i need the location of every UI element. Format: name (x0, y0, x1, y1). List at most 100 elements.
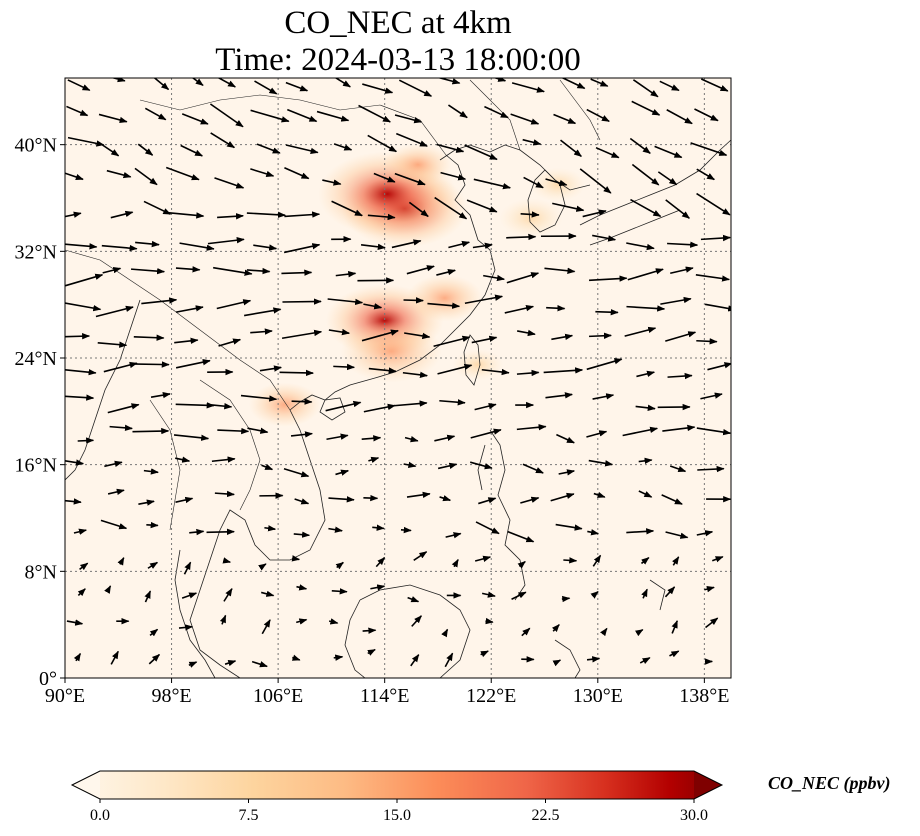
wind-arrow (183, 561, 192, 575)
wind-arrow (256, 143, 281, 154)
wind-arrow (470, 428, 502, 439)
wind-arrow (394, 172, 426, 186)
wind-arrow (631, 100, 661, 116)
wind-arrow (660, 296, 692, 305)
wind-arrow (224, 660, 237, 667)
wind-arrow (635, 404, 656, 412)
wind-arrow (181, 113, 209, 125)
wind-arrow (522, 463, 544, 474)
wind-arrow (582, 209, 607, 218)
wind-arrow (517, 329, 536, 337)
wind-arrow (358, 104, 391, 123)
wind-arrow (475, 521, 500, 535)
wind-arrow (588, 459, 614, 467)
wind-arrow (592, 554, 602, 567)
wind-arrow (223, 588, 233, 602)
wind-arrow (550, 492, 575, 502)
wind-arrow (287, 108, 318, 123)
lon-tick-label: 138°E (679, 685, 729, 707)
wind-arrow (291, 555, 301, 562)
wind-arrow (240, 394, 278, 402)
wind-arrow (667, 241, 699, 248)
wind-arrow (362, 83, 394, 94)
wind-arrow (189, 528, 205, 536)
wind-arrow (73, 652, 82, 662)
wind-arrow (65, 498, 82, 505)
wind-arrow (696, 427, 731, 436)
wind-arrow (102, 144, 120, 157)
wind-arrow (117, 557, 125, 566)
wind-arrow (138, 499, 155, 506)
wind-arrow (410, 654, 420, 667)
wind-arrow (630, 198, 662, 218)
wind-arrow (588, 275, 628, 282)
wind-arrow (670, 266, 694, 275)
wind-arrow (469, 461, 493, 470)
wind-arrow (77, 437, 95, 444)
wind-arrow (522, 138, 542, 146)
wind-arrow (65, 394, 95, 401)
wind-arrow (210, 402, 233, 410)
wind-arrow (464, 294, 504, 305)
wind-arrow (107, 403, 140, 414)
wind-arrow (520, 496, 540, 504)
lat-tick-label: 32°N (15, 241, 57, 263)
wind-arrow (552, 659, 562, 667)
wind-arrow (587, 529, 600, 536)
wind-arrow (322, 179, 342, 186)
wind-arrow (391, 239, 422, 249)
wind-arrow (561, 595, 571, 603)
wind-arrow (214, 490, 235, 498)
wind-arrow (484, 105, 509, 119)
wind-arrow (661, 494, 683, 505)
wind-arrow (250, 168, 275, 177)
wind-arrow (624, 326, 657, 337)
colorbar-tick-label: 15.0 (383, 807, 411, 824)
wind-arrow (264, 525, 277, 532)
co-hotspot-northeast (499, 198, 563, 238)
wind-arrow (516, 369, 540, 377)
wind-arrow (206, 528, 235, 536)
wind-arrow (672, 556, 680, 566)
wind-arrow (441, 628, 449, 638)
lon-tick-label: 130°E (573, 685, 623, 707)
wind-vectors (65, 78, 731, 668)
wind-arrow (73, 528, 87, 535)
wind-arrow (173, 434, 210, 441)
wind-arrow (627, 268, 664, 281)
wind-arrow (592, 234, 617, 242)
wind-arrow (331, 588, 348, 595)
wind-arrow (261, 619, 271, 635)
lat-tick-label: 24°N (15, 348, 57, 370)
wind-arrow (400, 526, 412, 534)
wind-arrow (700, 78, 729, 92)
colorbar-fill (72, 771, 722, 799)
wind-arrow (179, 242, 215, 251)
wind-arrow (165, 166, 200, 181)
wind-arrow (148, 653, 161, 665)
wind-arrow (654, 145, 683, 159)
wind-arrow (104, 585, 112, 594)
wind-arrow (439, 495, 452, 502)
wind-arrow (626, 305, 666, 312)
wind-arrow (408, 201, 429, 218)
wind-arrow (510, 113, 540, 125)
wind-arrow (665, 531, 689, 539)
wind-arrow (560, 139, 582, 158)
wind-arrow (700, 392, 723, 400)
wind-arrow (133, 334, 165, 341)
wind-arrow (110, 210, 134, 219)
co-hotspot-korea (530, 167, 586, 202)
wind-arrow (595, 308, 619, 316)
wind-arrow (586, 430, 608, 438)
co-hotspot-taiwan (452, 348, 504, 381)
wind-arrow (506, 272, 540, 284)
wind-arrow (640, 557, 650, 565)
wind-arrow (552, 624, 560, 633)
wind-arrow (406, 491, 431, 498)
wind-arrow (97, 341, 128, 348)
wind-arrow (290, 431, 313, 438)
wind-arrow (696, 192, 731, 216)
wind-arrow (217, 213, 244, 220)
